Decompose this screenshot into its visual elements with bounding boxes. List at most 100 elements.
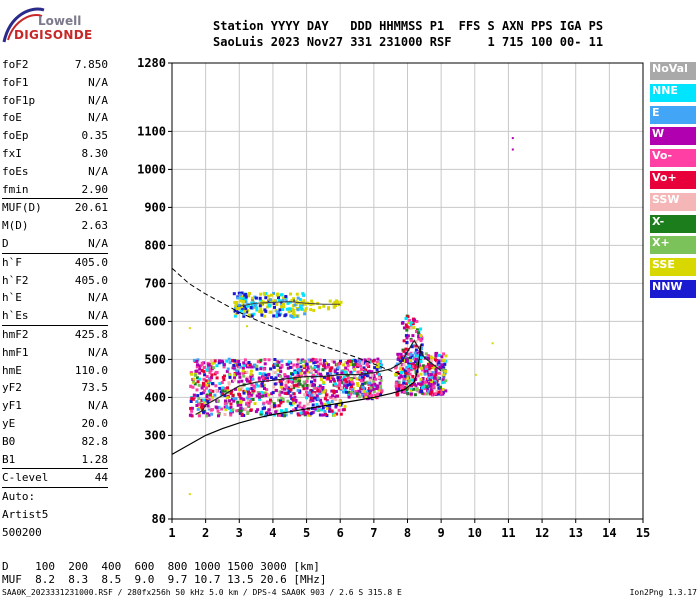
y-tick-label: 1100: [137, 124, 166, 138]
echo-point: [200, 386, 204, 390]
echo-point: [353, 374, 357, 378]
echo-point: [242, 296, 246, 300]
echo-point: [270, 293, 273, 297]
echo-point: [395, 387, 399, 391]
echo-point: [230, 389, 234, 393]
echo-point: [237, 409, 241, 413]
echo-point: [406, 334, 410, 338]
echo-point: [234, 312, 238, 316]
echo-point: [210, 362, 214, 366]
echo-point: [420, 354, 423, 358]
echo-point: [217, 405, 221, 409]
echo-point: [409, 357, 412, 361]
echo-point: [239, 406, 243, 410]
echo-point: [290, 299, 294, 302]
echo-point: [196, 407, 200, 411]
param-name: foF2: [2, 58, 29, 71]
echo-point: [195, 400, 199, 404]
echo-point: [193, 382, 197, 386]
muf-row: MUF 8.2 8.3 8.5 9.0 9.7 10.7 13.5 20.6 […: [2, 573, 327, 586]
echo-point: [200, 405, 204, 409]
echo-point: [235, 309, 239, 313]
echo-point: [284, 295, 288, 298]
echo-point: [319, 362, 323, 366]
echo-point: [336, 378, 340, 382]
echo-point: [413, 357, 417, 361]
echo-point: [378, 381, 382, 385]
echo-point: [356, 370, 360, 374]
echo-point: [244, 298, 248, 301]
echo-point: [444, 354, 448, 358]
echo-point: [293, 377, 296, 381]
echo-point: [313, 365, 317, 369]
echo-point: [305, 386, 309, 390]
echo-point: [400, 386, 404, 389]
echo-point: [259, 394, 263, 398]
echo-point: [423, 372, 427, 376]
echo-point: [434, 392, 438, 396]
echo-point: [208, 371, 212, 375]
echo-point: [307, 391, 311, 395]
echo-point: [271, 391, 275, 395]
echo-point: [210, 398, 214, 402]
echo-point: [289, 394, 293, 398]
echo-point: [304, 307, 308, 311]
echo-point: [238, 363, 241, 366]
echo-point: [340, 377, 344, 381]
echo-point: [232, 364, 236, 367]
echo-point: [240, 385, 244, 389]
echo-point: [327, 307, 330, 311]
echo-point: [269, 405, 273, 409]
echo-point: [397, 354, 401, 358]
echo-point: [307, 358, 311, 362]
echo-point: [443, 362, 447, 366]
echo-point: [231, 379, 234, 383]
param-separator: [2, 324, 108, 326]
echo-point: [284, 384, 288, 387]
echo-point: [437, 361, 441, 365]
echo-point: [359, 370, 362, 373]
echo-point: [352, 391, 356, 395]
echo-point: [216, 399, 220, 403]
echo-point: [263, 362, 267, 366]
echo-point: [206, 400, 210, 404]
echo-point: [338, 381, 342, 385]
echo-point: [323, 402, 327, 406]
echo-point: [238, 299, 242, 303]
echo-point: [298, 298, 302, 301]
echo-point: [368, 378, 372, 382]
echo-point: [379, 359, 382, 363]
echo-point: [302, 299, 306, 303]
echo-point: [248, 314, 252, 318]
echo-point: [291, 380, 295, 384]
echo-point: [434, 376, 438, 380]
echo-point: [409, 326, 413, 330]
echo-point: [255, 394, 259, 398]
echo-point: [293, 313, 297, 317]
y-tick-label: 600: [144, 314, 166, 328]
echo-point: [364, 396, 368, 400]
echo-point: [298, 413, 302, 417]
echo-point: [364, 368, 368, 372]
echo-point: [361, 382, 365, 386]
echo-point: [313, 407, 317, 411]
echo-point: [238, 375, 242, 379]
echo-point: [269, 298, 272, 302]
x-tick-label: 8: [404, 526, 411, 540]
param-row: B0 82.8: [2, 433, 108, 451]
echo-point: [280, 305, 283, 309]
echo-point: [207, 363, 211, 367]
echo-point: [207, 407, 211, 411]
echo-point: [419, 327, 423, 331]
param-name: h`E: [2, 291, 22, 305]
echo-point: [259, 307, 263, 311]
echo-point: [222, 363, 226, 367]
echo-point: [278, 308, 282, 312]
echo-point: [375, 387, 379, 390]
echo-point: [192, 393, 196, 397]
echo-point: [349, 378, 353, 382]
echo-point: [404, 317, 408, 320]
echo-point: [237, 392, 241, 396]
echo-point: [325, 405, 329, 409]
echo-point: [267, 358, 271, 362]
